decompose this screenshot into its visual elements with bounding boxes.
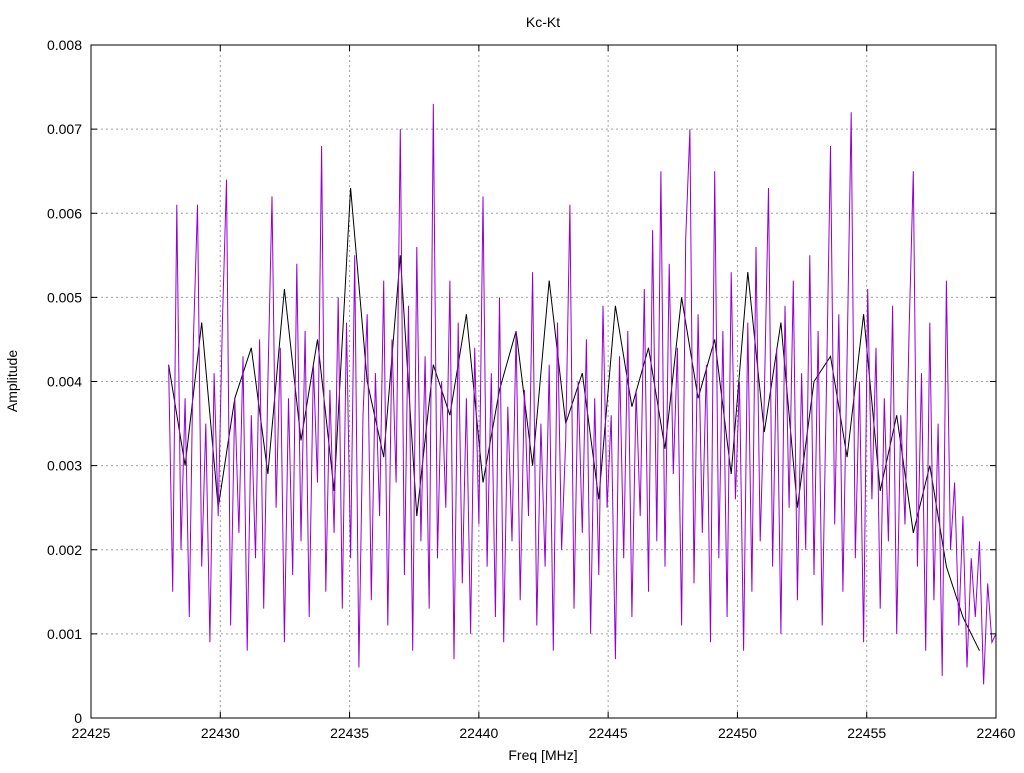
x-tick-label: 22450 xyxy=(718,725,757,741)
chart-title: Kc-Kt xyxy=(526,14,560,30)
ticks: 22425 22430 22435 22440 22445 22450 22455 22460… xyxy=(47,37,1016,741)
y-tick-label: 0.001 xyxy=(47,626,82,642)
y-tick-label: 0.008 xyxy=(47,37,82,53)
x-axis-label: Freq [MHz] xyxy=(508,747,577,763)
x-tick-label: 22440 xyxy=(459,725,498,741)
y-tick-label: 0.006 xyxy=(47,205,82,221)
series-line-purple xyxy=(168,103,997,685)
x-tick-label: 22430 xyxy=(201,725,240,741)
y-tick-label: 0 xyxy=(74,710,82,726)
grid xyxy=(91,45,996,718)
x-tick-label: 22460 xyxy=(977,725,1016,741)
x-tick-label: 22425 xyxy=(72,725,111,741)
x-tick-label: 22455 xyxy=(847,725,886,741)
x-tick-label: 22445 xyxy=(589,725,628,741)
series-group xyxy=(168,103,997,685)
y-axis-label: Amplitude xyxy=(4,350,20,412)
y-tick-label: 0.007 xyxy=(47,121,82,137)
y-tick-label: 0.005 xyxy=(47,289,82,305)
y-tick-label: 0.004 xyxy=(47,374,82,390)
x-tick-label: 22435 xyxy=(330,725,369,741)
y-tick-label: 0.002 xyxy=(47,542,82,558)
y-tick-label: 0.003 xyxy=(47,458,82,474)
